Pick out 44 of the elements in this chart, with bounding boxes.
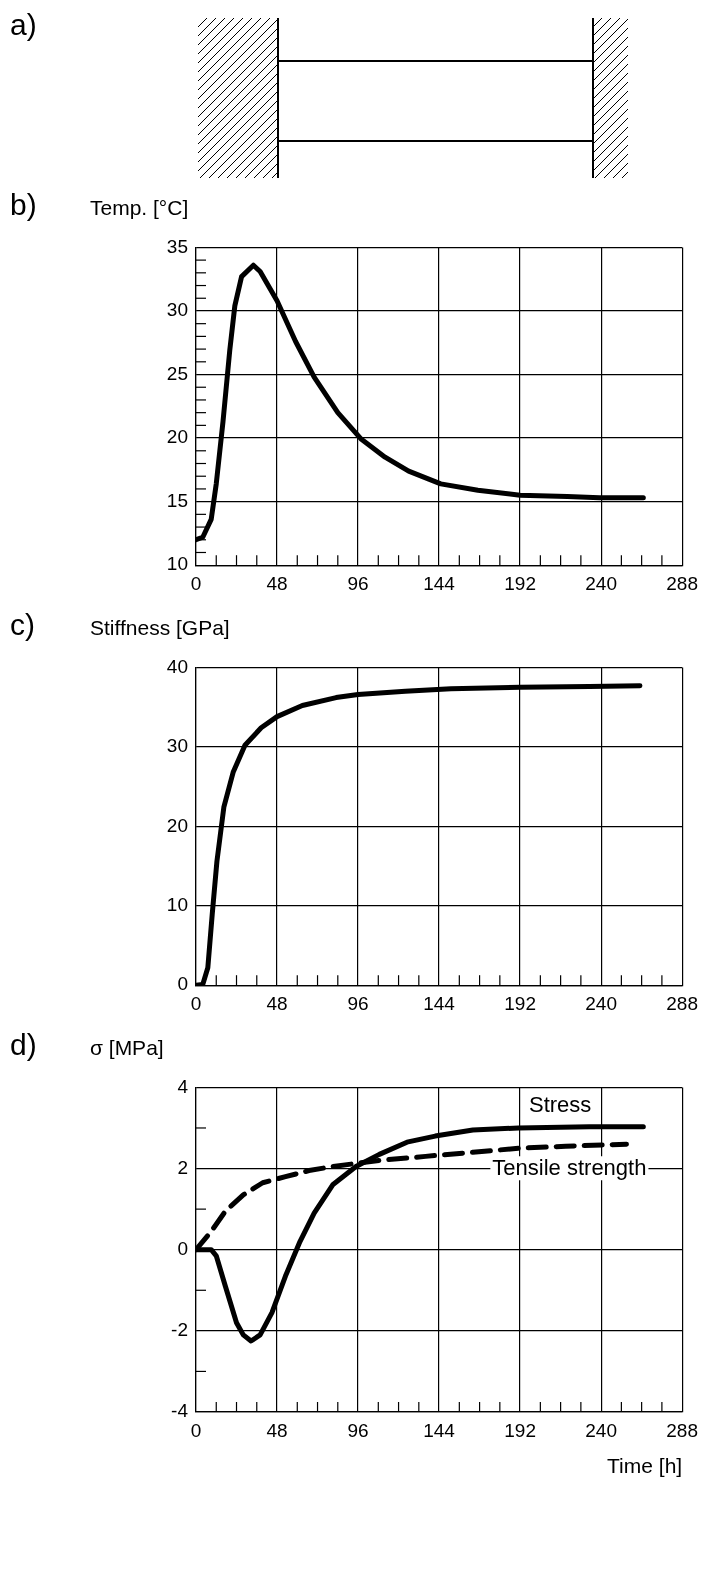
x-tick-label: 192 — [504, 992, 536, 1014]
y-tick-label: 0 — [177, 973, 188, 995]
x-tick-label: 96 — [347, 572, 369, 594]
x-tick-label: 144 — [423, 992, 456, 1014]
x-tick-label: 288 — [666, 1419, 698, 1441]
y-tick-label: 30 — [166, 299, 188, 321]
y-tick-label: 35 — [166, 235, 188, 257]
y-tick-label: -4 — [171, 1400, 189, 1422]
series-label: Tensile strength — [492, 1155, 647, 1181]
y-tick-label: -2 — [171, 1319, 188, 1341]
x-tick-label: 240 — [585, 572, 617, 594]
chart-title: b) — [9, 188, 38, 222]
y-tick-label: 40 — [166, 655, 188, 677]
y-axis-title: σ [MPa] — [90, 1036, 164, 1060]
y-tick-label: 2 — [177, 1156, 188, 1178]
x-axis-title: Time [h] — [607, 1454, 683, 1478]
chart-title: d) — [9, 1028, 38, 1062]
y-tick-label: 10 — [166, 893, 188, 915]
text: a) — [9, 8, 38, 42]
chart-title: c) — [9, 608, 36, 642]
x-tick-label: 96 — [347, 992, 369, 1014]
series-label: Stress — [528, 1091, 592, 1117]
y-tick-label: 30 — [166, 735, 188, 757]
y-tick-label: 0 — [177, 1237, 188, 1259]
y-tick-label: 10 — [166, 553, 188, 575]
x-tick-label: 288 — [666, 572, 698, 594]
x-tick-label: 192 — [504, 1419, 536, 1441]
x-tick-label: 96 — [347, 1419, 369, 1441]
y-tick-label: 25 — [166, 362, 188, 384]
x-tick-label: 48 — [266, 1419, 288, 1441]
y-tick-label: 20 — [166, 426, 188, 448]
x-tick-label: 144 — [423, 1419, 456, 1441]
y-tick-label: 4 — [177, 1075, 189, 1097]
y-axis-title: Temp. [°C] — [90, 196, 189, 220]
x-tick-label: 240 — [585, 992, 617, 1014]
x-tick-label: 192 — [504, 572, 536, 594]
x-tick-label: 288 — [666, 992, 698, 1014]
x-tick-label: 48 — [266, 992, 288, 1014]
y-axis-title: Stiffness [GPa] — [90, 616, 230, 640]
y-tick-label: 20 — [166, 814, 188, 836]
x-tick-label: 144 — [423, 572, 456, 594]
x-tick-label: 240 — [585, 1419, 617, 1441]
x-tick-label: 48 — [266, 572, 288, 594]
y-tick-label: 15 — [166, 489, 188, 511]
